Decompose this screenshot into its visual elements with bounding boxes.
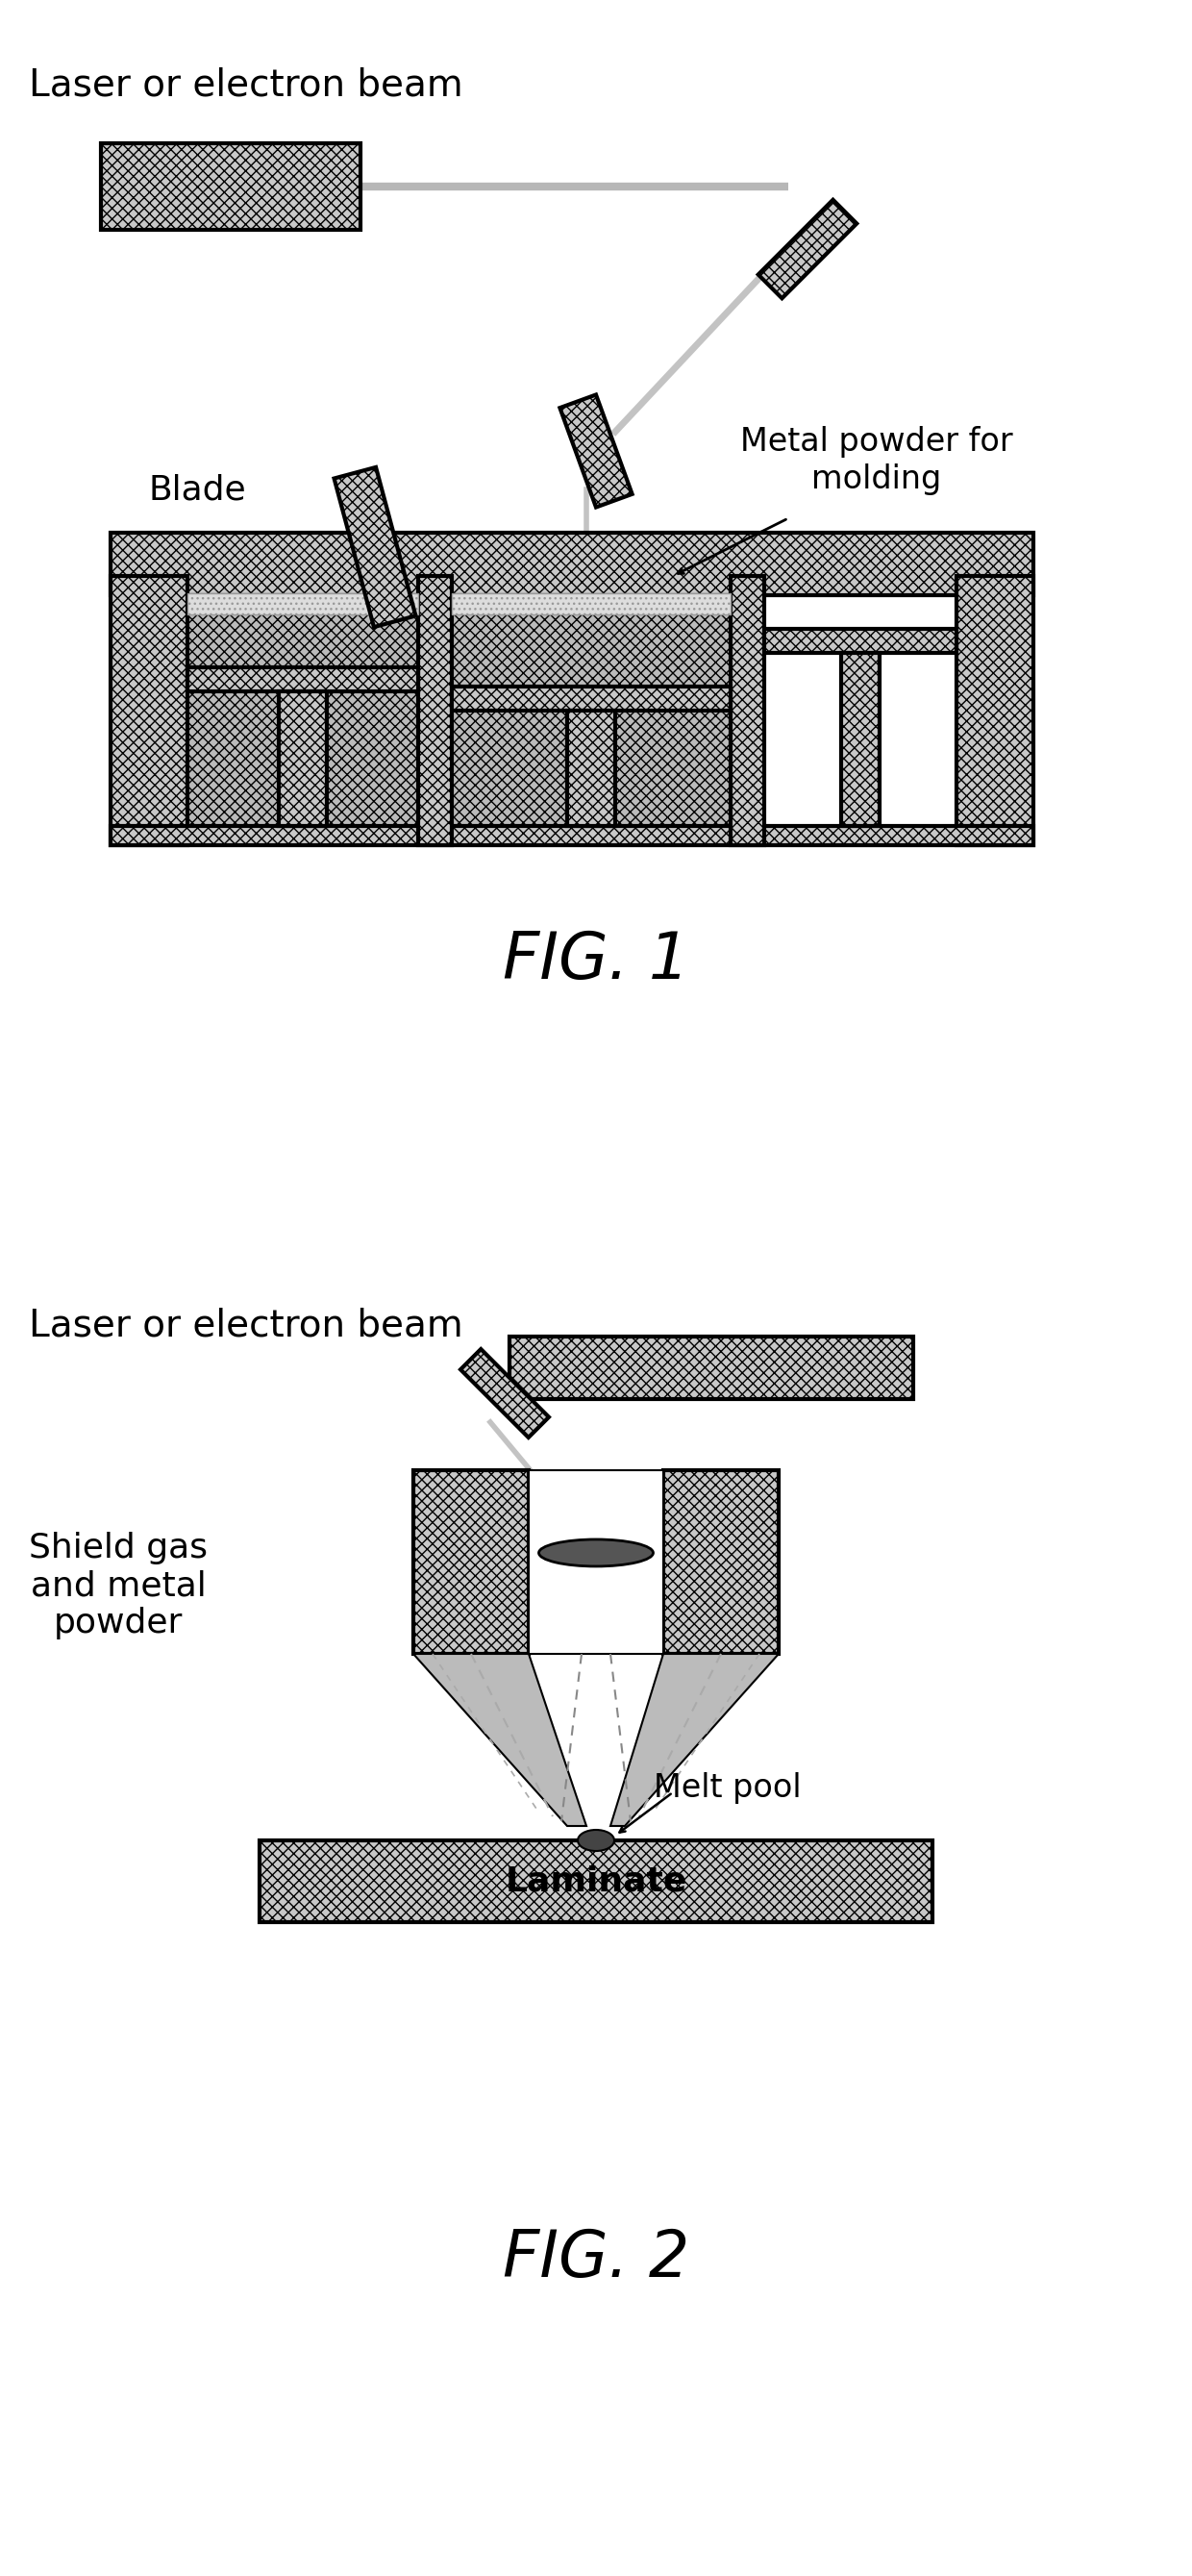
Bar (529, 1471, 663, 1654)
Bar (731, 577, 764, 845)
Bar (452, 592, 731, 616)
Bar (111, 533, 1033, 595)
Bar (560, 394, 632, 507)
Bar (842, 652, 880, 827)
Bar (101, 144, 360, 229)
Bar (111, 827, 1033, 845)
Bar (567, 711, 615, 827)
Bar (334, 466, 416, 626)
Bar (414, 1471, 529, 1654)
Text: Melt pool: Melt pool (653, 1772, 801, 1803)
Bar (418, 577, 452, 845)
Bar (187, 592, 418, 616)
Polygon shape (414, 1654, 586, 1826)
Bar (187, 667, 418, 690)
Text: Metal powder for
molding: Metal powder for molding (740, 428, 1013, 495)
Text: FIG. 1: FIG. 1 (503, 930, 689, 992)
Bar (279, 690, 327, 827)
Ellipse shape (539, 1540, 653, 1566)
Bar (452, 595, 731, 827)
Bar (663, 1471, 778, 1654)
Text: FIG. 2: FIG. 2 (503, 2228, 689, 2290)
Text: Laser or electron beam: Laser or electron beam (29, 1306, 462, 1342)
Text: Blade: Blade (149, 474, 247, 505)
Bar (956, 577, 1033, 845)
Bar (187, 595, 418, 827)
Polygon shape (610, 1654, 778, 1826)
Bar (111, 577, 187, 845)
Ellipse shape (578, 1829, 614, 1852)
Bar (509, 1337, 913, 1399)
Bar (460, 1350, 548, 1437)
Bar (452, 688, 731, 711)
Bar (758, 201, 857, 299)
Text: Laser or electron beam: Laser or electron beam (29, 67, 462, 103)
Text: Shield gas
and metal
powder: Shield gas and metal powder (29, 1530, 207, 1641)
Bar (764, 629, 956, 652)
Text: Laminate: Laminate (505, 1865, 687, 1899)
Bar (260, 1839, 932, 1922)
